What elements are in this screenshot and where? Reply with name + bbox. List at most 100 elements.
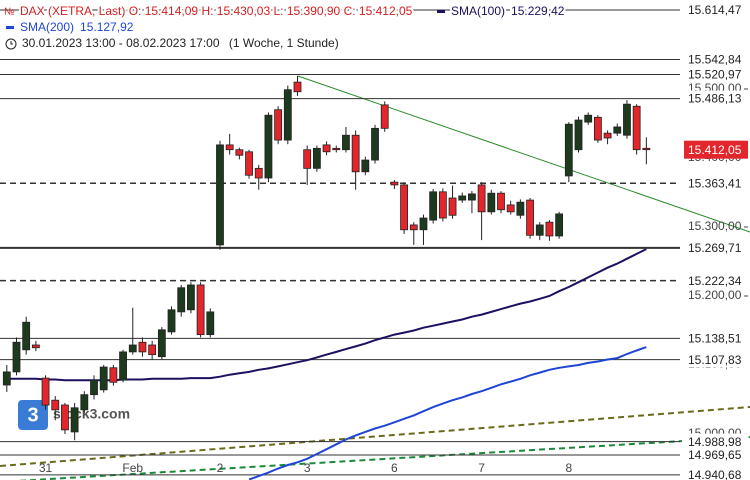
level-label-bg: [682, 175, 748, 192]
candle-body: [206, 311, 215, 336]
candle-body: [419, 217, 428, 231]
candle-body: [216, 144, 224, 246]
level-label-bg: [682, 466, 748, 480]
candle-body: [41, 377, 50, 406]
candle-body: [128, 344, 137, 353]
level-label-bg: [682, 90, 748, 107]
candle-body: [497, 192, 505, 211]
candle-body: [119, 351, 127, 381]
level-label: 15.542,84: [688, 53, 742, 67]
candle-body: [477, 184, 486, 213]
level-label-bg: [682, 51, 748, 68]
open: O: 15.414,09: [129, 4, 199, 18]
candle-body: [31, 344, 40, 349]
candle-body: [584, 114, 593, 123]
candle-body: [51, 399, 60, 411]
legend-name: SMA(100): [451, 4, 505, 18]
candle-body: [526, 199, 534, 236]
candle-body: [555, 213, 564, 237]
candle-body: [80, 394, 89, 411]
current-price-box: [684, 140, 748, 159]
trend-line: [297, 75, 750, 233]
clock-icon: [5, 38, 17, 50]
x-tick-label: 6: [391, 461, 398, 475]
legend-name: SMA(200): [20, 20, 74, 34]
candle-body: [322, 144, 331, 153]
header: № DAX (XETRA, Last) O: 15.414,09 H: 15.4…: [4, 2, 415, 52]
candle-body: [448, 197, 457, 216]
symbol-icon: №: [4, 7, 15, 18]
candle-body: [2, 371, 11, 386]
candle-body: [332, 147, 341, 151]
level-label: 15.222,34: [688, 274, 742, 288]
legend-value: 15.229,42: [511, 4, 565, 18]
candle-body: [458, 195, 467, 201]
logo: [18, 400, 48, 430]
legend-marker: [6, 26, 14, 29]
candle-body: [61, 404, 69, 431]
sma-line: [248, 346, 647, 480]
candle-body: [438, 191, 447, 219]
level-label-bg: [682, 239, 748, 256]
high: H: 15.430,03: [201, 4, 270, 18]
x-tick-label: 2: [217, 461, 224, 475]
legend-marker: [437, 10, 445, 13]
candle-body: [70, 407, 79, 433]
candle-body: [506, 204, 515, 213]
level-label-bg: [682, 446, 748, 463]
low: L: 15.390,90: [274, 4, 341, 18]
candle-body: [235, 149, 244, 156]
candle-body: [187, 284, 195, 311]
level-label: 15.107,83: [688, 353, 742, 367]
candle-body: [400, 184, 408, 231]
candle-body: [312, 147, 321, 169]
logo-glyph: 3: [27, 404, 38, 426]
x-tick-label: 31: [39, 461, 53, 475]
candle-body: [632, 105, 641, 151]
candle-body: [167, 309, 176, 333]
candle-body: [429, 191, 438, 221]
candle-body: [245, 151, 253, 176]
candle-body: [109, 367, 118, 383]
level-label-bg: [682, 272, 748, 289]
candle-body: [545, 221, 554, 237]
candle-body: [274, 109, 283, 141]
level-label: 14.940,68: [688, 468, 742, 480]
legend-value: 15.127,92: [80, 20, 134, 34]
x-tick-label: 7: [478, 461, 485, 475]
clock-hand: [10, 41, 13, 45]
candle-body: [196, 284, 205, 336]
candle-body: [574, 119, 583, 151]
level-label: 14.969,65: [688, 448, 742, 462]
level-label: 15.614,47: [688, 3, 742, 17]
candle-body: [90, 379, 98, 396]
candle-body: [380, 104, 389, 129]
level-label: 15.486,13: [688, 92, 742, 106]
candle-body: [225, 144, 234, 151]
candle-body: [564, 123, 573, 177]
candle-body: [468, 193, 476, 201]
level-label-bg: [682, 330, 748, 347]
level-label: 15.269,71: [688, 241, 742, 255]
candle-body: [593, 116, 602, 141]
candle-body: [371, 127, 379, 161]
x-tick-label: 8: [565, 461, 572, 475]
symbol: DAX (XETRA, Last): [20, 4, 125, 18]
candle-body: [264, 114, 273, 179]
candle-body: [342, 134, 350, 151]
candle-body: [293, 81, 302, 93]
candle-body: [409, 224, 418, 231]
level-label-bg: [682, 351, 748, 368]
x-tick-label: Feb: [122, 461, 143, 475]
period: 30.01.2023 13:00 - 08.02.2023 17:00: [22, 36, 220, 50]
x-tick-label: 3: [304, 461, 311, 475]
candle-body: [535, 224, 544, 236]
level-label: 15.520,97: [688, 68, 742, 82]
candle-body: [303, 149, 312, 169]
candle-body: [390, 181, 399, 186]
candle-body: [177, 287, 186, 313]
trend-line: [0, 406, 750, 467]
candle-body: [516, 201, 525, 216]
